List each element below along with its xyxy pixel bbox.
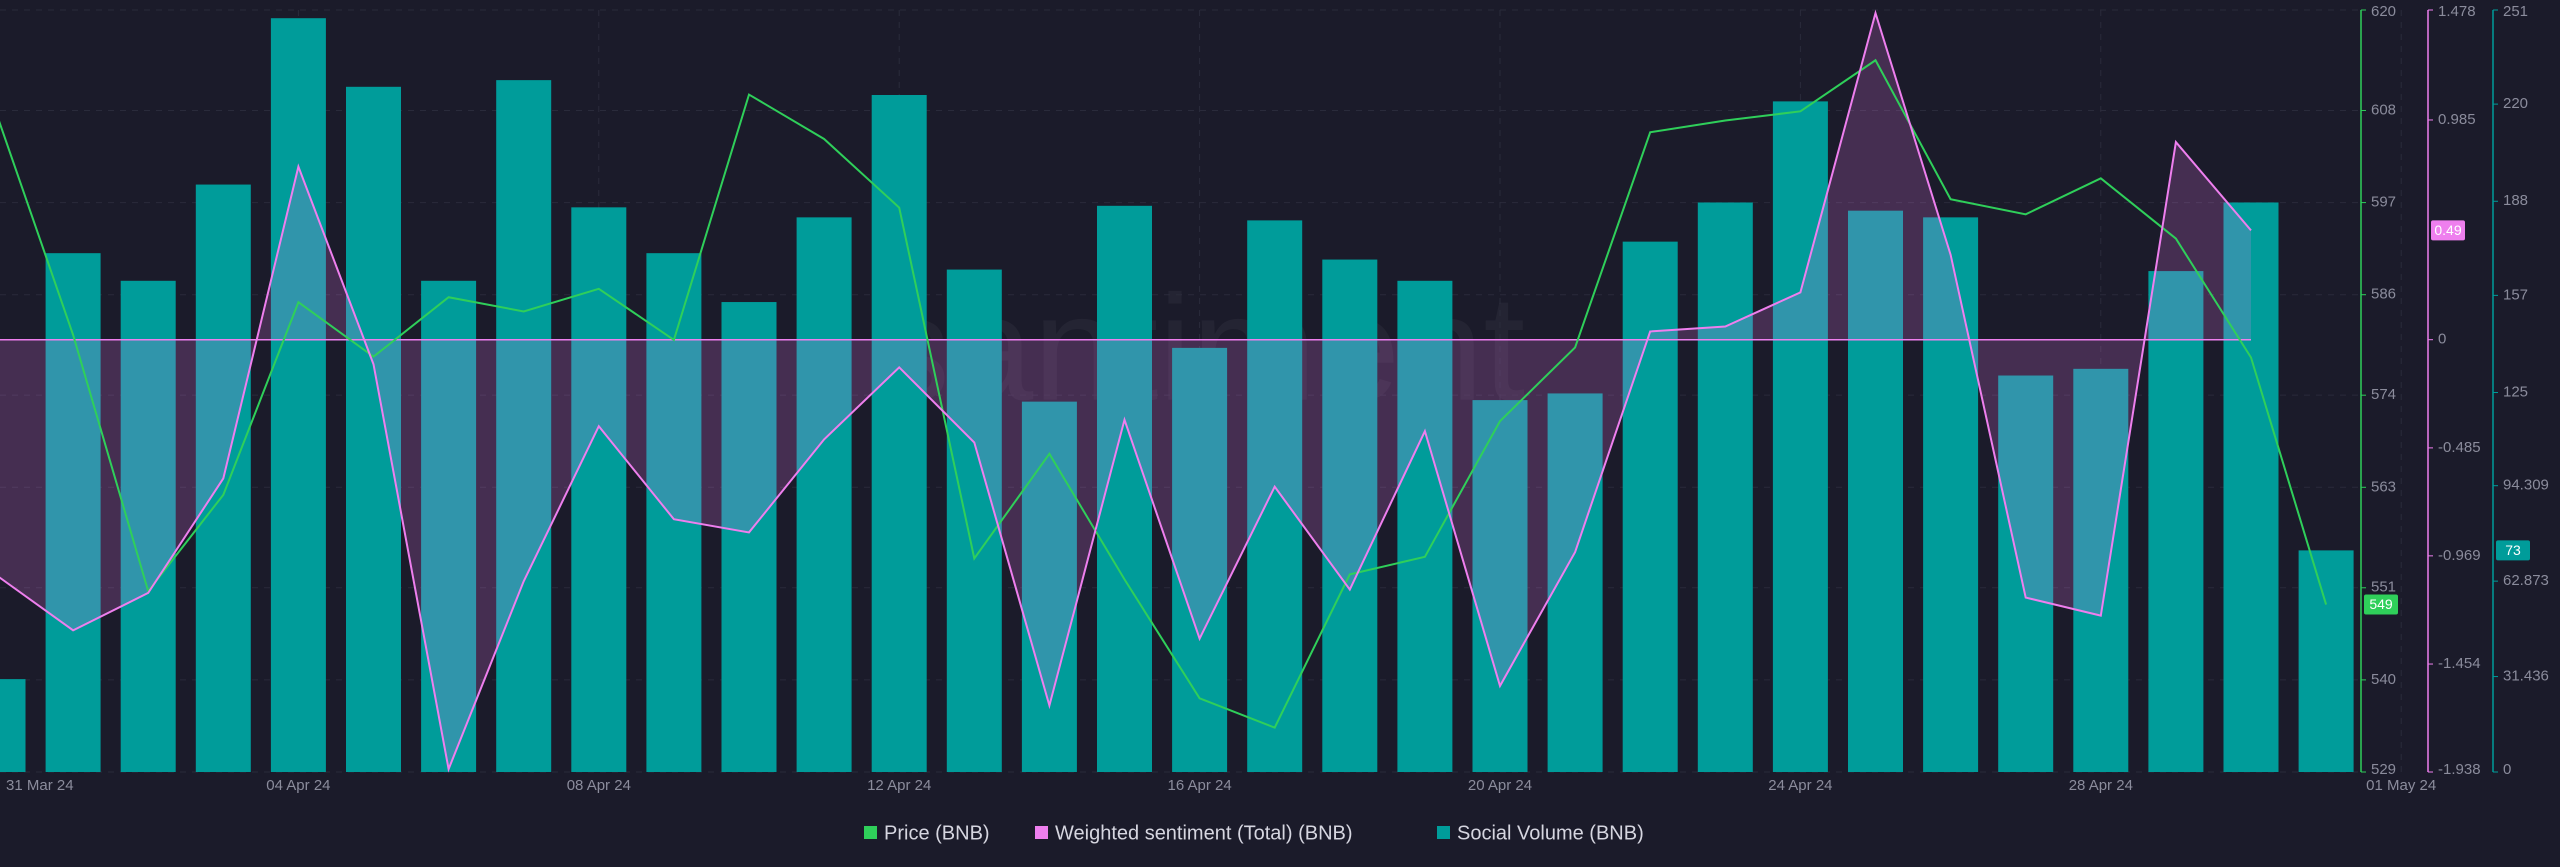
tick-label: 620 <box>2371 3 2396 20</box>
tick-label: 251 <box>2503 3 2528 20</box>
tick-label: -0.969 <box>2438 547 2481 564</box>
x-tick-label: 08 Apr 24 <box>567 777 631 794</box>
bar <box>571 207 627 772</box>
value-box <box>2496 540 2530 561</box>
sentiment-line <box>0 9 2252 773</box>
tick-label: 597 <box>2371 194 2396 211</box>
x-tick-label: 16 Apr 24 <box>1167 777 1231 794</box>
value-box <box>2364 594 2398 615</box>
x-tick-label: 24 Apr 24 <box>1768 777 1832 794</box>
bar <box>270 18 326 772</box>
bar <box>1697 202 1753 772</box>
bar <box>871 95 927 773</box>
bar <box>1397 280 1453 772</box>
bar <box>496 80 552 772</box>
tick-label: -0.485 <box>2438 439 2481 456</box>
legend-swatch <box>864 826 877 839</box>
bar <box>1322 259 1378 772</box>
x-tick-label: 20 Apr 24 <box>1468 777 1532 794</box>
legend-swatch <box>1437 826 1450 839</box>
tick-label: 586 <box>2371 286 2396 303</box>
legend-label: Price (BNB) <box>884 822 990 844</box>
tick-label: 31.436 <box>2503 668 2549 685</box>
tick-label: 0 <box>2438 331 2446 348</box>
bar <box>1472 400 1528 772</box>
bar <box>1772 101 1828 773</box>
bar <box>2073 368 2129 772</box>
value-label: 549 <box>2369 596 2393 612</box>
bar <box>2298 550 2354 772</box>
value-label: 0.49 <box>2434 222 2461 238</box>
tick-label: 157 <box>2503 286 2528 303</box>
bar <box>2223 202 2279 772</box>
legend-label: Weighted sentiment (Total) (BNB) <box>1055 822 1353 844</box>
tick-label: 188 <box>2503 192 2528 209</box>
tick-label: 220 <box>2503 95 2528 112</box>
tick-label: 574 <box>2371 386 2396 403</box>
x-tick-label: 12 Apr 24 <box>867 777 931 794</box>
x-tick-label: 01 May 24 <box>2366 777 2436 794</box>
bar <box>2148 271 2204 772</box>
tick-label: 1.478 <box>2438 3 2476 20</box>
tick-label: 529 <box>2371 761 2396 778</box>
tick-label: -1.454 <box>2438 655 2481 672</box>
tick-label: 540 <box>2371 671 2396 688</box>
price-line <box>0 58 2328 729</box>
legend-swatch <box>1035 826 1048 839</box>
bar <box>1998 375 2054 772</box>
value-label: 73 <box>2505 542 2521 558</box>
tick-label: 608 <box>2371 101 2396 118</box>
tick-label: 125 <box>2503 383 2528 400</box>
bar <box>0 679 26 772</box>
tick-label: 563 <box>2371 478 2396 495</box>
bar <box>721 302 777 772</box>
tick-label: 0.985 <box>2438 111 2476 128</box>
bar <box>421 280 477 772</box>
bar <box>346 86 401 772</box>
legend-label: Social Volume (BNB) <box>1457 822 1644 844</box>
bar <box>1848 210 1903 773</box>
bar <box>946 269 1002 772</box>
tick-label: 0 <box>2503 761 2511 778</box>
tick-label: -1.938 <box>2438 761 2481 778</box>
bar <box>1247 220 1303 772</box>
bar <box>1622 241 1678 772</box>
legend: Price (BNB) Weighted sentiment (Total) (B… <box>864 822 1644 844</box>
x-tick-label: 31 Mar 24 <box>6 777 74 794</box>
x-tick-label: 28 Apr 24 <box>2069 777 2133 794</box>
tick-label: 94.309 <box>2503 477 2549 494</box>
tick-label: 551 <box>2371 579 2396 596</box>
bar <box>796 217 852 772</box>
tick-label: 62.873 <box>2503 572 2549 589</box>
x-tick-label: 04 Apr 24 <box>266 777 330 794</box>
value-box <box>2431 220 2465 241</box>
bar <box>1923 217 1979 772</box>
bar <box>1172 347 1228 772</box>
bar <box>1021 401 1077 772</box>
sentiment-area <box>0 13 2251 770</box>
